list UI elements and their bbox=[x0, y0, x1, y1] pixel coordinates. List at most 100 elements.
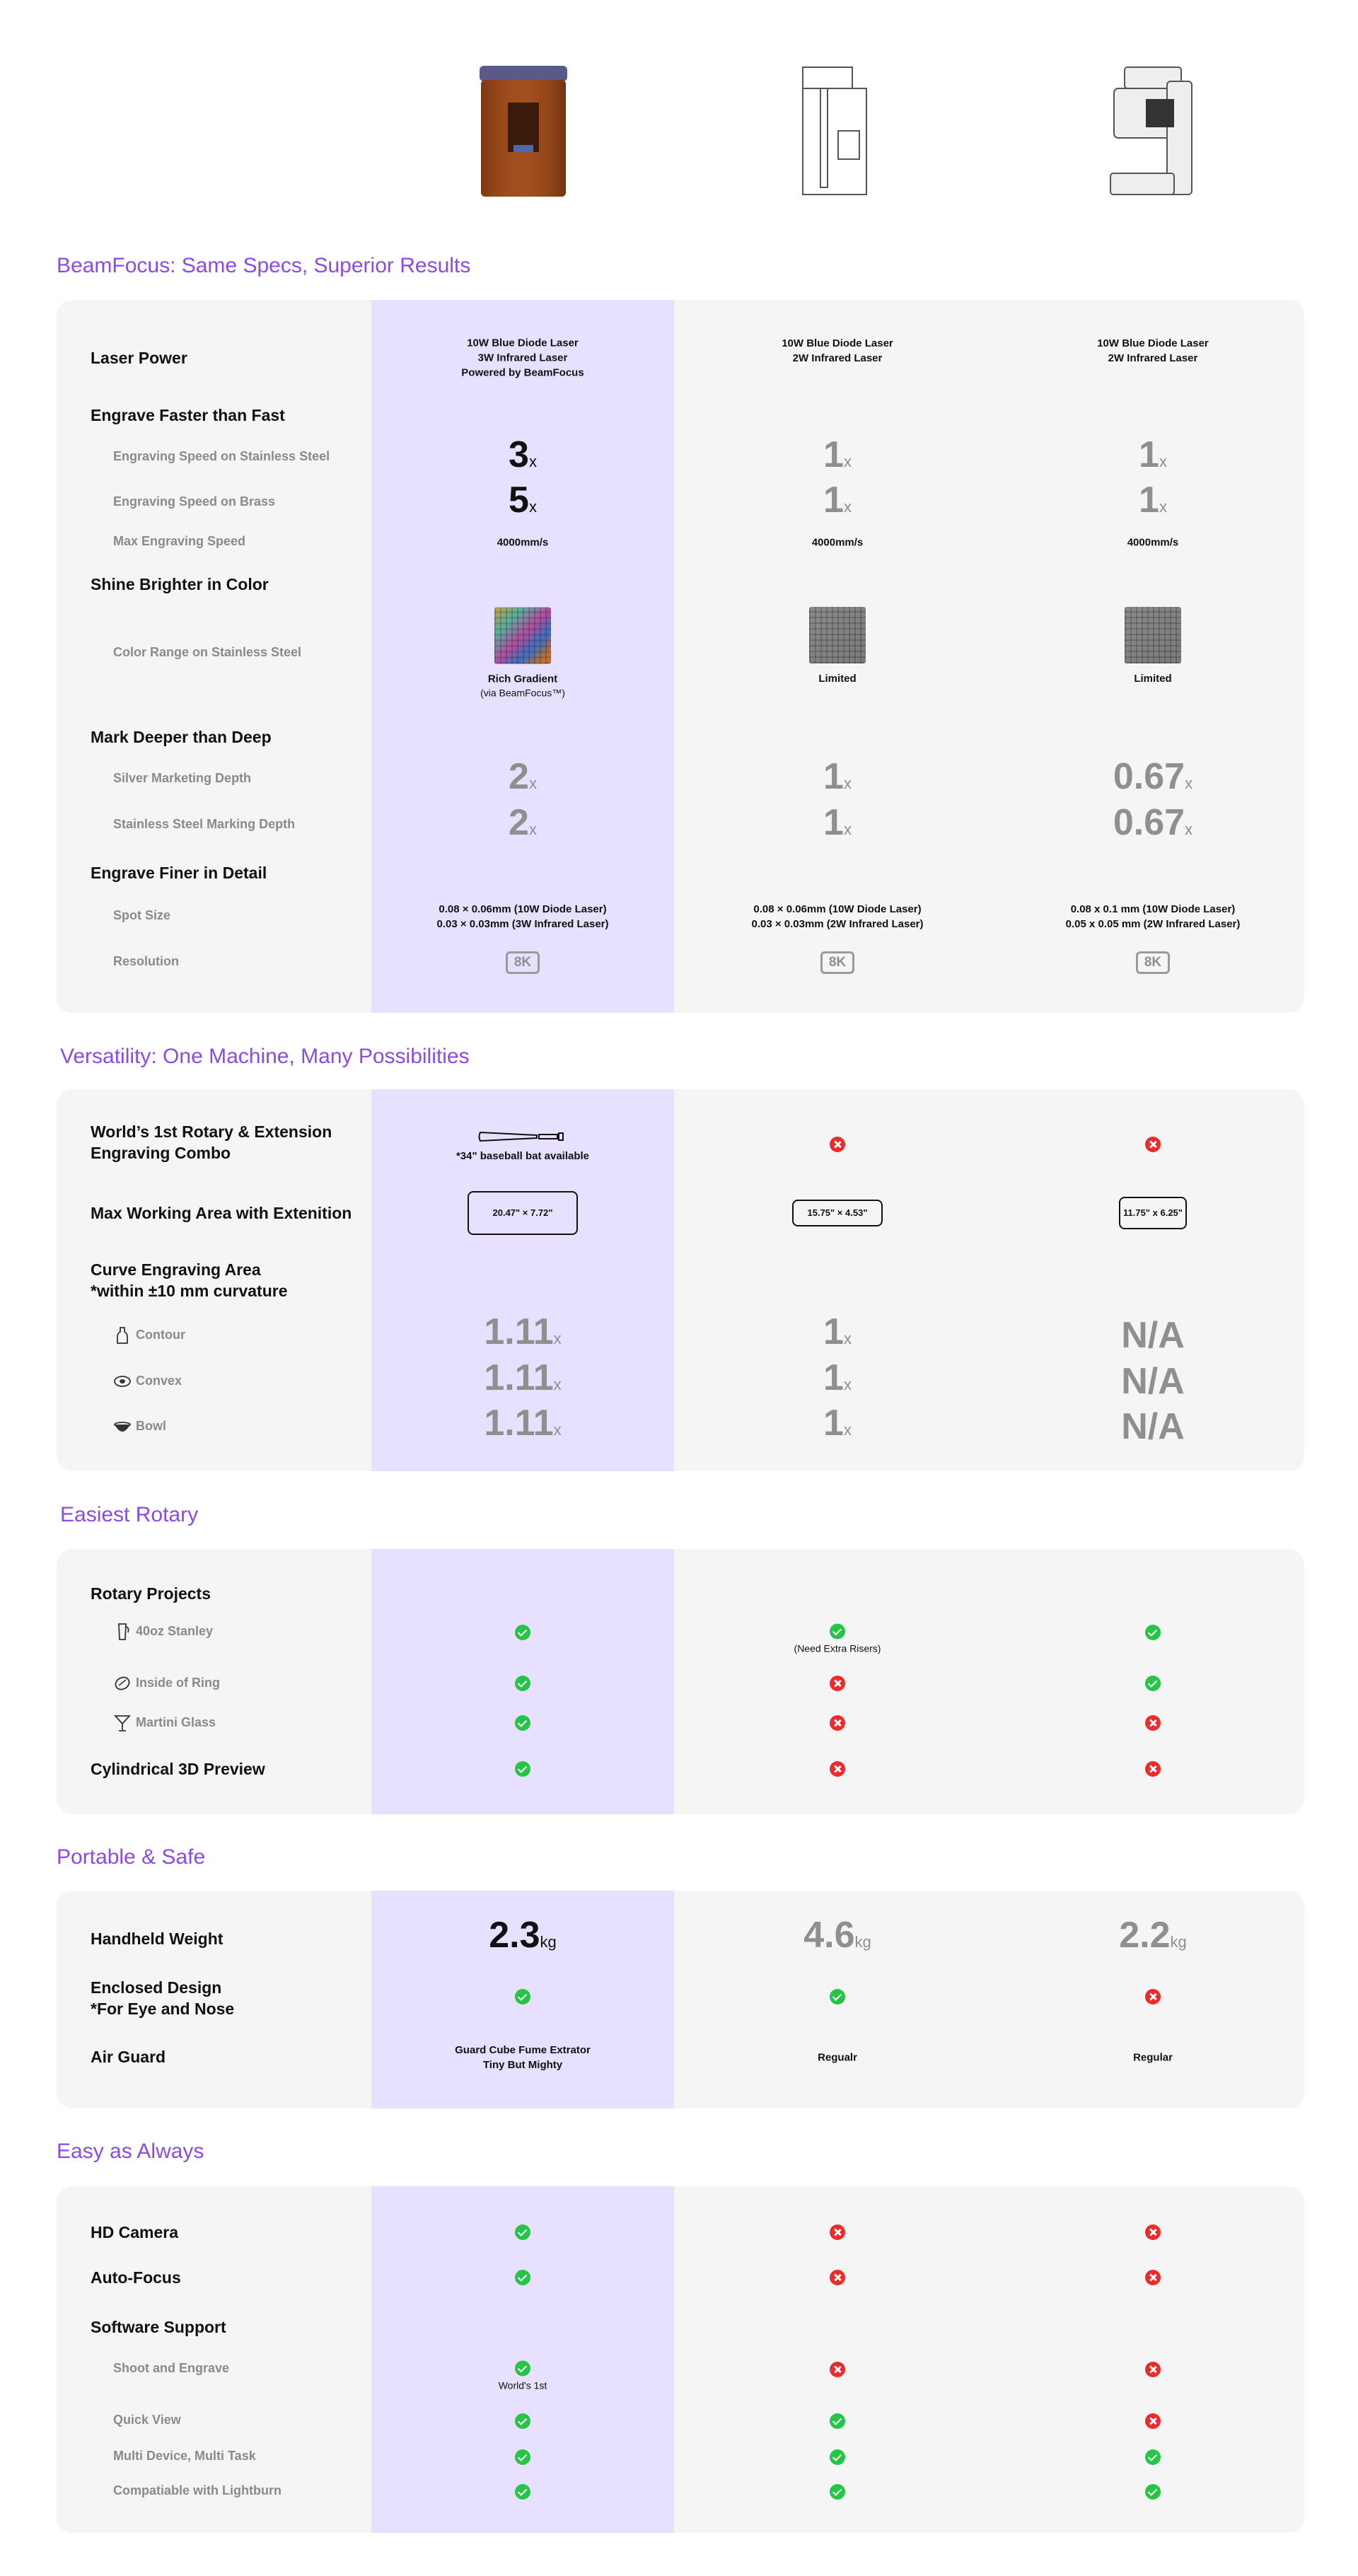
martini-glass-icon bbox=[113, 1715, 132, 1731]
autofocus-label: Auto-Focus bbox=[91, 2268, 181, 2287]
convex-label: Convex bbox=[113, 1372, 182, 1391]
bowl-c1: 1.11x bbox=[484, 1403, 562, 1444]
check-icon bbox=[1145, 2449, 1161, 2465]
rotary-card: Rotary Projects 40oz Stanley (Need Extra… bbox=[57, 1549, 1304, 1814]
section-title-versatility: Versatility: One Machine, Many Possibili… bbox=[60, 1045, 470, 1068]
color-range-label: Color Range on Stainless Steel bbox=[113, 645, 302, 659]
section-title-portable: Portable & Safe bbox=[57, 1845, 206, 1869]
lightburn-label: Compatiable with Lightburn bbox=[113, 2483, 282, 2497]
tumbler-icon bbox=[118, 1623, 129, 1640]
steel-depth-label: Stainless Steel Marking Depth bbox=[113, 817, 296, 831]
speed-brass-label: Engraving Speed on Brass bbox=[113, 494, 276, 509]
resolution-c2: 8K bbox=[686, 951, 989, 974]
speed-brass-c3: 1x bbox=[1139, 480, 1167, 521]
silver-depth-c1: 2x bbox=[509, 756, 537, 797]
cross-icon bbox=[1145, 1989, 1161, 2004]
speed-ss-c1: 3x bbox=[509, 434, 537, 475]
cross-icon bbox=[830, 1137, 845, 1152]
ring-label: Inside of Ring bbox=[113, 1674, 220, 1693]
software-header: Software Support bbox=[91, 2318, 226, 2336]
preview-c2 bbox=[686, 1761, 989, 1777]
check-icon bbox=[515, 1989, 530, 2004]
spot-size-c2: 0.08 × 0.06mm (10W Diode Laser) 0.03 × 0.… bbox=[751, 903, 924, 930]
bowl-icon bbox=[114, 1422, 131, 1432]
check-icon bbox=[830, 2449, 845, 2465]
easy-card: HD Camera Auto-Focus Software Support Sh… bbox=[57, 2186, 1304, 2533]
check-icon bbox=[830, 1623, 845, 1640]
shoot-label: Shoot and Engrave bbox=[113, 2361, 230, 2375]
convex-c2: 1x bbox=[823, 1357, 852, 1398]
section-title-easy: Easy as Always bbox=[57, 2140, 204, 2163]
air-guard-c1: Guard Cube Fume Extrator Tiny But Mighty bbox=[455, 2044, 591, 2071]
preview-c1 bbox=[371, 1761, 674, 1777]
martini-c1 bbox=[371, 1715, 674, 1731]
weight-c2: 4.6kg bbox=[803, 1915, 871, 1956]
contour-c1: 1.11x bbox=[484, 1311, 562, 1352]
convex-c3: N/A bbox=[1121, 1361, 1185, 1402]
color-range-c1: Rich Gradient (via BeamFocus™) bbox=[371, 607, 674, 700]
rotary-combo-c2 bbox=[686, 1137, 989, 1152]
silver-depth-c3: 0.67x bbox=[1113, 756, 1193, 797]
check-icon bbox=[515, 2270, 530, 2285]
spot-size-c1: 0.08 × 0.06mm (10W Diode Laser) 0.03 × 0.… bbox=[436, 903, 609, 930]
check-icon bbox=[1145, 1676, 1161, 1691]
color-swatch-gradient bbox=[494, 607, 551, 664]
highlight-column bbox=[371, 2186, 674, 2533]
stanley-c2: (Need Extra Risers) bbox=[686, 1623, 989, 1656]
portable-card: Handheld Weight 2.3kg 4.6kg 2.2kg Enclos… bbox=[57, 1891, 1304, 2108]
enclosed-c2 bbox=[686, 1989, 989, 2004]
multi-c3 bbox=[1002, 2449, 1304, 2465]
rotary-combo-c3 bbox=[1002, 1137, 1304, 1152]
max-area-c3: 11.75" x 6.25" bbox=[1002, 1197, 1304, 1229]
contour-label: Contour bbox=[113, 1326, 185, 1345]
stanley-c1 bbox=[371, 1625, 674, 1640]
quickview-c3 bbox=[1002, 2413, 1304, 2429]
baseball-bat-icon bbox=[478, 1131, 564, 1142]
mark-header: Mark Deeper than Deep bbox=[91, 728, 272, 746]
air-guard-c3: Regular bbox=[1133, 2051, 1173, 2064]
resolution-c1: 8K bbox=[371, 951, 674, 974]
shoot-c1: World's 1st bbox=[371, 2360, 674, 2393]
martini-label: Martini Glass bbox=[113, 1714, 216, 1732]
autofocus-c1 bbox=[371, 2270, 674, 2285]
max-speed-c2: 4000mm/s bbox=[811, 536, 864, 549]
check-icon bbox=[515, 2413, 530, 2429]
cross-icon bbox=[1145, 1761, 1161, 1777]
air-guard-c2: Regualr bbox=[818, 2051, 857, 2064]
spot-size-label: Spot Size bbox=[113, 908, 171, 922]
martini-c2 bbox=[686, 1715, 989, 1731]
versatility-card: World’s 1st Rotary & Extension Engraving … bbox=[57, 1089, 1304, 1471]
speed-brass-c1: 5x bbox=[509, 480, 537, 521]
multi-c1 bbox=[371, 2449, 674, 2465]
ring-c3 bbox=[1002, 1676, 1304, 1691]
contour-c3: N/A bbox=[1121, 1315, 1185, 1356]
max-speed-c3: 4000mm/s bbox=[1127, 536, 1179, 549]
shoot-c3 bbox=[1002, 2362, 1304, 2377]
ring-c2 bbox=[686, 1676, 989, 1691]
rotary-combo-label: World’s 1st Rotary & Extension Engraving … bbox=[91, 1122, 332, 1162]
speed-ss-c3: 1x bbox=[1139, 434, 1167, 475]
check-icon bbox=[515, 1715, 530, 1731]
convex-icon bbox=[114, 1376, 131, 1387]
enclosed-c3 bbox=[1002, 1989, 1304, 2004]
cross-icon bbox=[1145, 1715, 1161, 1731]
color-swatch-grey bbox=[1125, 607, 1181, 663]
specs-card: Laser Power 10W Blue Diode Laser 3W Infra… bbox=[57, 300, 1304, 1013]
steel-depth-c2: 1x bbox=[823, 802, 852, 843]
convex-c1: 1.11x bbox=[484, 1357, 562, 1398]
check-icon bbox=[515, 1761, 530, 1777]
max-area-c2: 15.75" × 4.53" bbox=[686, 1200, 989, 1226]
laser-power-label: Laser Power bbox=[91, 349, 187, 367]
preview-c3 bbox=[1002, 1761, 1304, 1777]
max-area-c1: 20.47" × 7.72" bbox=[371, 1191, 674, 1235]
lightburn-c3 bbox=[1002, 2484, 1304, 2500]
quickview-c1 bbox=[371, 2413, 674, 2429]
camera-c2 bbox=[686, 2224, 989, 2240]
product-3-image bbox=[1110, 66, 1192, 195]
weight-c1: 2.3kg bbox=[489, 1915, 557, 1956]
bottle-icon bbox=[117, 1327, 128, 1344]
air-guard-label: Air Guard bbox=[91, 2048, 166, 2066]
enclosed-label: Enclosed Design *For Eye and Nose bbox=[91, 1978, 235, 2018]
shoot-c2 bbox=[686, 2362, 989, 2377]
check-icon bbox=[515, 2449, 530, 2465]
